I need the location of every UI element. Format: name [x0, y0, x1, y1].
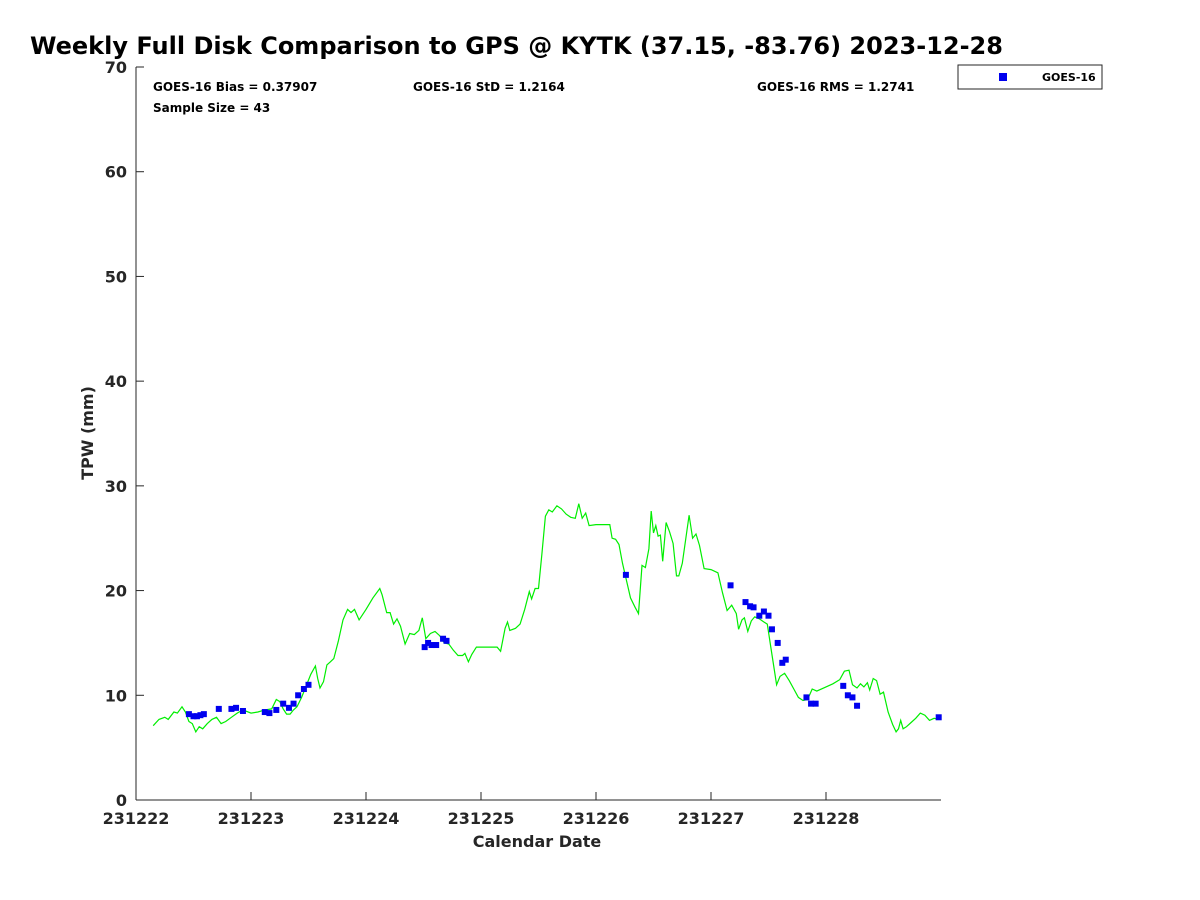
- goes16-series: [185, 571, 942, 721]
- goes16-point: [782, 656, 789, 663]
- goes16-point: [290, 700, 297, 707]
- x-tick-label: 231222: [103, 809, 170, 828]
- x-tick-label: 231223: [218, 809, 285, 828]
- goes16-point: [747, 603, 754, 610]
- goes16-point: [440, 635, 447, 642]
- goes16-point: [228, 705, 235, 712]
- goes16-point: [854, 702, 861, 709]
- goes16-point: [750, 604, 757, 611]
- goes16-point: [808, 700, 815, 707]
- goes16-point: [185, 711, 192, 718]
- goes16-point: [300, 686, 307, 693]
- x-tick-label: 231224: [333, 809, 400, 828]
- goes16-point: [768, 626, 775, 633]
- x-tick-label: 231226: [563, 809, 630, 828]
- goes16-point: [935, 714, 942, 721]
- goes16-point: [760, 608, 767, 615]
- y-axis-label: TPW (mm): [78, 386, 97, 480]
- goes16-point: [622, 571, 629, 578]
- goes16-point: [840, 682, 847, 689]
- legend-box: [957, 64, 1103, 90]
- goes16-point: [779, 659, 786, 666]
- goes16-point: [285, 704, 292, 711]
- goes16-point: [443, 637, 450, 644]
- goes16-point: [849, 694, 856, 701]
- goes16-point: [425, 639, 432, 646]
- goes16-point: [421, 644, 428, 651]
- rms-stat: GOES-16 RMS = 1.2741: [757, 80, 914, 94]
- goes16-point: [812, 700, 819, 707]
- x-tick-label: 231227: [678, 809, 745, 828]
- goes16-point: [197, 712, 204, 719]
- plot-area: [136, 67, 941, 800]
- goes16-point: [233, 704, 240, 711]
- y-tick-label: 30: [105, 477, 127, 496]
- goes16-point: [765, 612, 772, 619]
- goes16-point: [727, 582, 734, 589]
- goes16-point: [428, 642, 435, 649]
- chart-title: Weekly Full Disk Comparison to GPS @ KYT…: [30, 32, 1003, 60]
- goes16-point: [190, 713, 197, 720]
- std-stat: GOES-16 StD = 1.2164: [413, 80, 565, 94]
- sample-size-stat: Sample Size = 43: [153, 101, 270, 115]
- legend-marker: [999, 73, 1007, 81]
- x-axis-label: Calendar Date: [473, 832, 602, 851]
- goes16-point: [305, 681, 312, 688]
- x-tick-label: 231225: [448, 809, 515, 828]
- goes16-point: [239, 707, 246, 714]
- y-tick-label: 60: [105, 163, 127, 182]
- goes16-point: [280, 700, 287, 707]
- goes16-point: [215, 705, 222, 712]
- goes16-point: [774, 639, 781, 646]
- goes16-point: [756, 612, 763, 619]
- axis-ticks: 0 10 20 30 40 50 60 70 231222 231223 231224 231225 2…: [103, 58, 860, 828]
- y-tick-label: 20: [105, 582, 127, 601]
- legend-label-goes16: GOES-16: [1042, 71, 1096, 84]
- y-tick-label: 10: [105, 686, 127, 705]
- goes16-point: [200, 711, 207, 718]
- y-tick-label: 50: [105, 267, 127, 286]
- goes16-point: [803, 694, 810, 701]
- legend: GOES-16: [957, 64, 1103, 90]
- goes16-point: [742, 599, 749, 606]
- goes16-point: [433, 642, 440, 649]
- y-tick-label: 0: [116, 791, 127, 810]
- goes16-point: [193, 713, 200, 720]
- goes16-point: [266, 710, 273, 717]
- goes16-point: [261, 709, 268, 716]
- y-tick-label: 70: [105, 58, 127, 77]
- goes16-point: [844, 692, 851, 699]
- y-tick-label: 40: [105, 372, 127, 391]
- bias-stat: GOES-16 Bias = 0.37907: [153, 80, 317, 94]
- goes16-point: [273, 706, 280, 713]
- x-tick-label: 231228: [793, 809, 860, 828]
- goes16-point: [295, 692, 302, 699]
